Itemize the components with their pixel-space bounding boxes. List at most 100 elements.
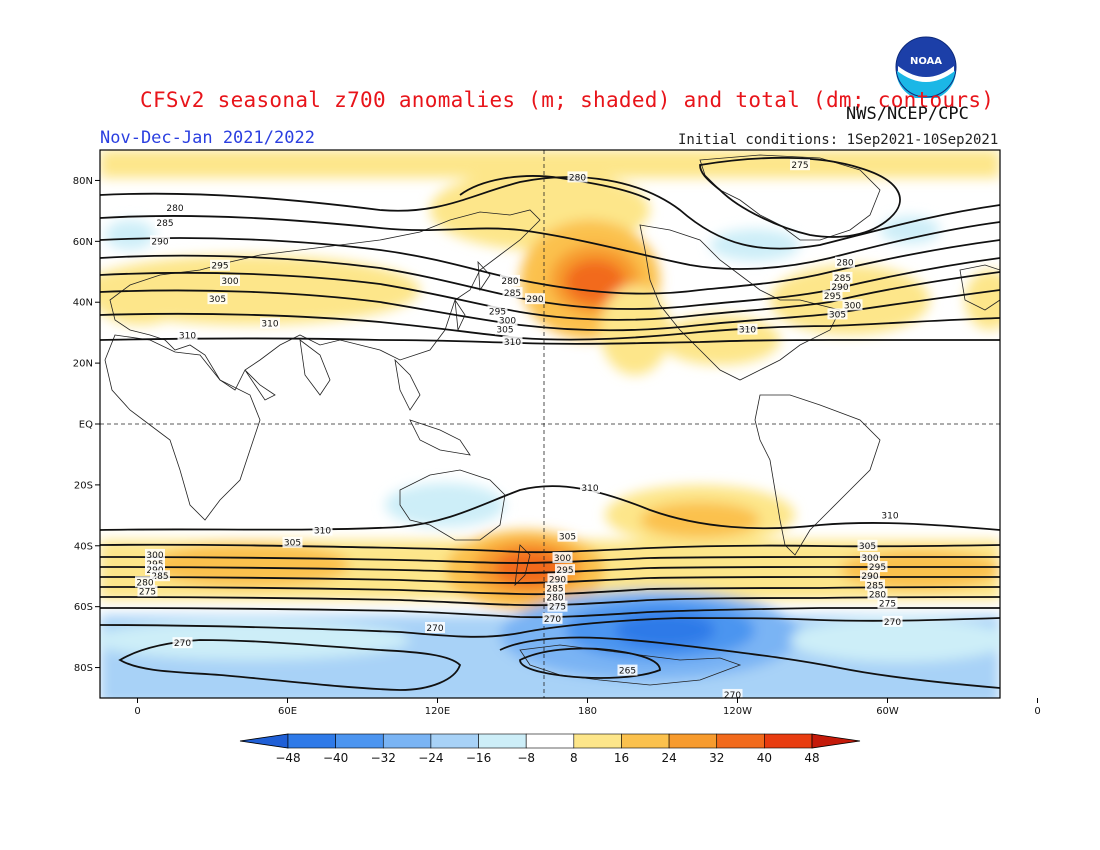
contour-label-text: 290: [549, 575, 566, 585]
longitude-tick-label: 120E: [425, 706, 450, 717]
latitude-tick-label: 20N: [73, 359, 93, 370]
colorbar-tick-label: 40: [757, 751, 772, 765]
contour-label: 300: [552, 551, 573, 564]
contour-label-text: 270: [544, 615, 561, 625]
longitude-tick-label: 120W: [723, 706, 752, 717]
contour-label: 285: [502, 287, 523, 299]
contour-label: 305: [557, 530, 578, 543]
contour-label-text: 275: [791, 161, 808, 171]
contour-label-text: 300: [499, 316, 516, 326]
colorbar-segment: [573, 733, 622, 749]
longitude-tick-label: 0: [1034, 706, 1040, 717]
contour-label: 285: [832, 271, 853, 284]
colorbar-segment: [716, 733, 765, 749]
contour-label-text: 275: [139, 587, 156, 597]
noaa-logo-text: NOAA: [910, 56, 942, 67]
contour-label-text: 285: [834, 274, 851, 284]
contour-label-text: 310: [581, 484, 598, 494]
colorbar-tick-label: −16: [466, 751, 491, 765]
contour-label: 290: [150, 235, 170, 247]
contour-label: 270: [425, 621, 445, 634]
contour-label: 305: [207, 293, 228, 305]
contour-label-text: 305: [496, 326, 513, 336]
contour-label-text: 280: [546, 594, 563, 604]
contour-label-text: 280: [136, 578, 153, 588]
colorbar-tick-label: −32: [371, 751, 396, 765]
latitude-tick-label: 80N: [73, 176, 93, 187]
contour-label-text: 285: [504, 289, 521, 299]
longitude-tick-label: 60E: [278, 706, 297, 717]
contour-label: 305: [857, 539, 878, 552]
contour-label-text: 300: [221, 277, 238, 287]
contour-label-text: 280: [501, 277, 518, 287]
contour-label-text: 295: [556, 566, 573, 576]
chart-title: CFSv2 seasonal z700 anomalies (m; shaded…: [140, 88, 995, 112]
contour-label-text: 290: [151, 237, 168, 247]
contour-label-text: 300: [844, 301, 861, 311]
contour-label-text: 270: [884, 618, 901, 628]
contour-label: 290: [830, 281, 850, 293]
contour-label: 295: [822, 290, 843, 302]
contour-label: 310: [260, 317, 280, 330]
contour-label: 270: [542, 612, 563, 625]
colorbar-tick-label: −40: [323, 751, 348, 765]
contour-label: 280: [867, 588, 888, 600]
contour-label: 295: [867, 561, 888, 573]
contour-label-text: 305: [284, 539, 301, 549]
contour-label: 275: [877, 597, 898, 610]
colorbar-max-arrow: [811, 733, 861, 749]
contour-label: 295: [487, 305, 508, 317]
colorbar: −48 −40 −32 −24 −16 −8 8 16 24 32 40 48: [239, 733, 861, 765]
contour-label-text: 310: [179, 332, 196, 342]
latitude-tick-label: 60S: [74, 602, 93, 613]
contour-label-text: 280: [836, 259, 853, 269]
latitude-axis: 80N 60N 40N 20N EQ 20S 40S 60S 80S: [73, 176, 100, 674]
contour-label: 285: [545, 582, 565, 594]
colorbar-segment: [478, 733, 527, 749]
contour-label-text: 295: [869, 563, 886, 573]
colorbar-tick-label: 24: [661, 751, 676, 765]
colorbar-tick-label: 48: [804, 751, 819, 765]
contour-label-text: 280: [166, 204, 183, 214]
contour-label-text: 310: [504, 338, 521, 348]
contour-label-text: 285: [546, 584, 563, 594]
longitude-axis: 0 60E 120E 180 120W 60W 0: [134, 698, 1041, 717]
contour-label: 290: [525, 293, 545, 305]
contour-label-text: 285: [866, 581, 883, 591]
contour-label: 280: [835, 256, 855, 269]
contour-label-text: 310: [314, 527, 331, 537]
contour-label-text: 270: [426, 624, 443, 634]
longitude-tick-label: 0: [134, 706, 140, 717]
contour-label: 300: [842, 299, 863, 311]
colorbar-tick-label: −24: [418, 751, 443, 765]
colorbar-tick-label: −8: [517, 751, 535, 765]
contour-label: 275: [137, 585, 158, 597]
contour-label-text: 295: [211, 262, 228, 272]
latitude-tick-label: 80S: [74, 663, 93, 674]
anomaly-shading: [100, 150, 1000, 698]
contour-label-text: 270: [724, 691, 741, 701]
contour-label: 310: [580, 481, 600, 494]
contour-label-text: 300: [861, 554, 878, 564]
contour-label-text: 290: [861, 572, 878, 582]
contour-label: 280: [500, 274, 520, 287]
contour-label: 300: [145, 548, 165, 561]
contour-label-text: 310: [261, 320, 278, 330]
colorbar-tick-label: −48: [275, 751, 300, 765]
contour-label: 280: [135, 576, 155, 588]
colorbar-segment: [430, 733, 479, 749]
contour-label: 310: [312, 524, 333, 537]
colorbar-segment: [668, 733, 718, 749]
contour-label: 300: [860, 551, 880, 564]
contour-label: 305: [827, 308, 848, 320]
colorbar-segment: [335, 733, 384, 749]
colorbar-segment: [764, 733, 813, 749]
colorbar-segment: [621, 733, 670, 749]
contour-label: 280: [567, 171, 588, 183]
latitude-tick-label: EQ: [79, 420, 93, 431]
contour-label: 310: [177, 329, 198, 342]
contour-label-text: 305: [559, 533, 576, 543]
initial-conditions: Initial conditions: 1Sep2021-10Sep2021: [678, 132, 999, 148]
contour-label-text: 310: [881, 511, 898, 521]
contour-label: 285: [150, 570, 170, 582]
